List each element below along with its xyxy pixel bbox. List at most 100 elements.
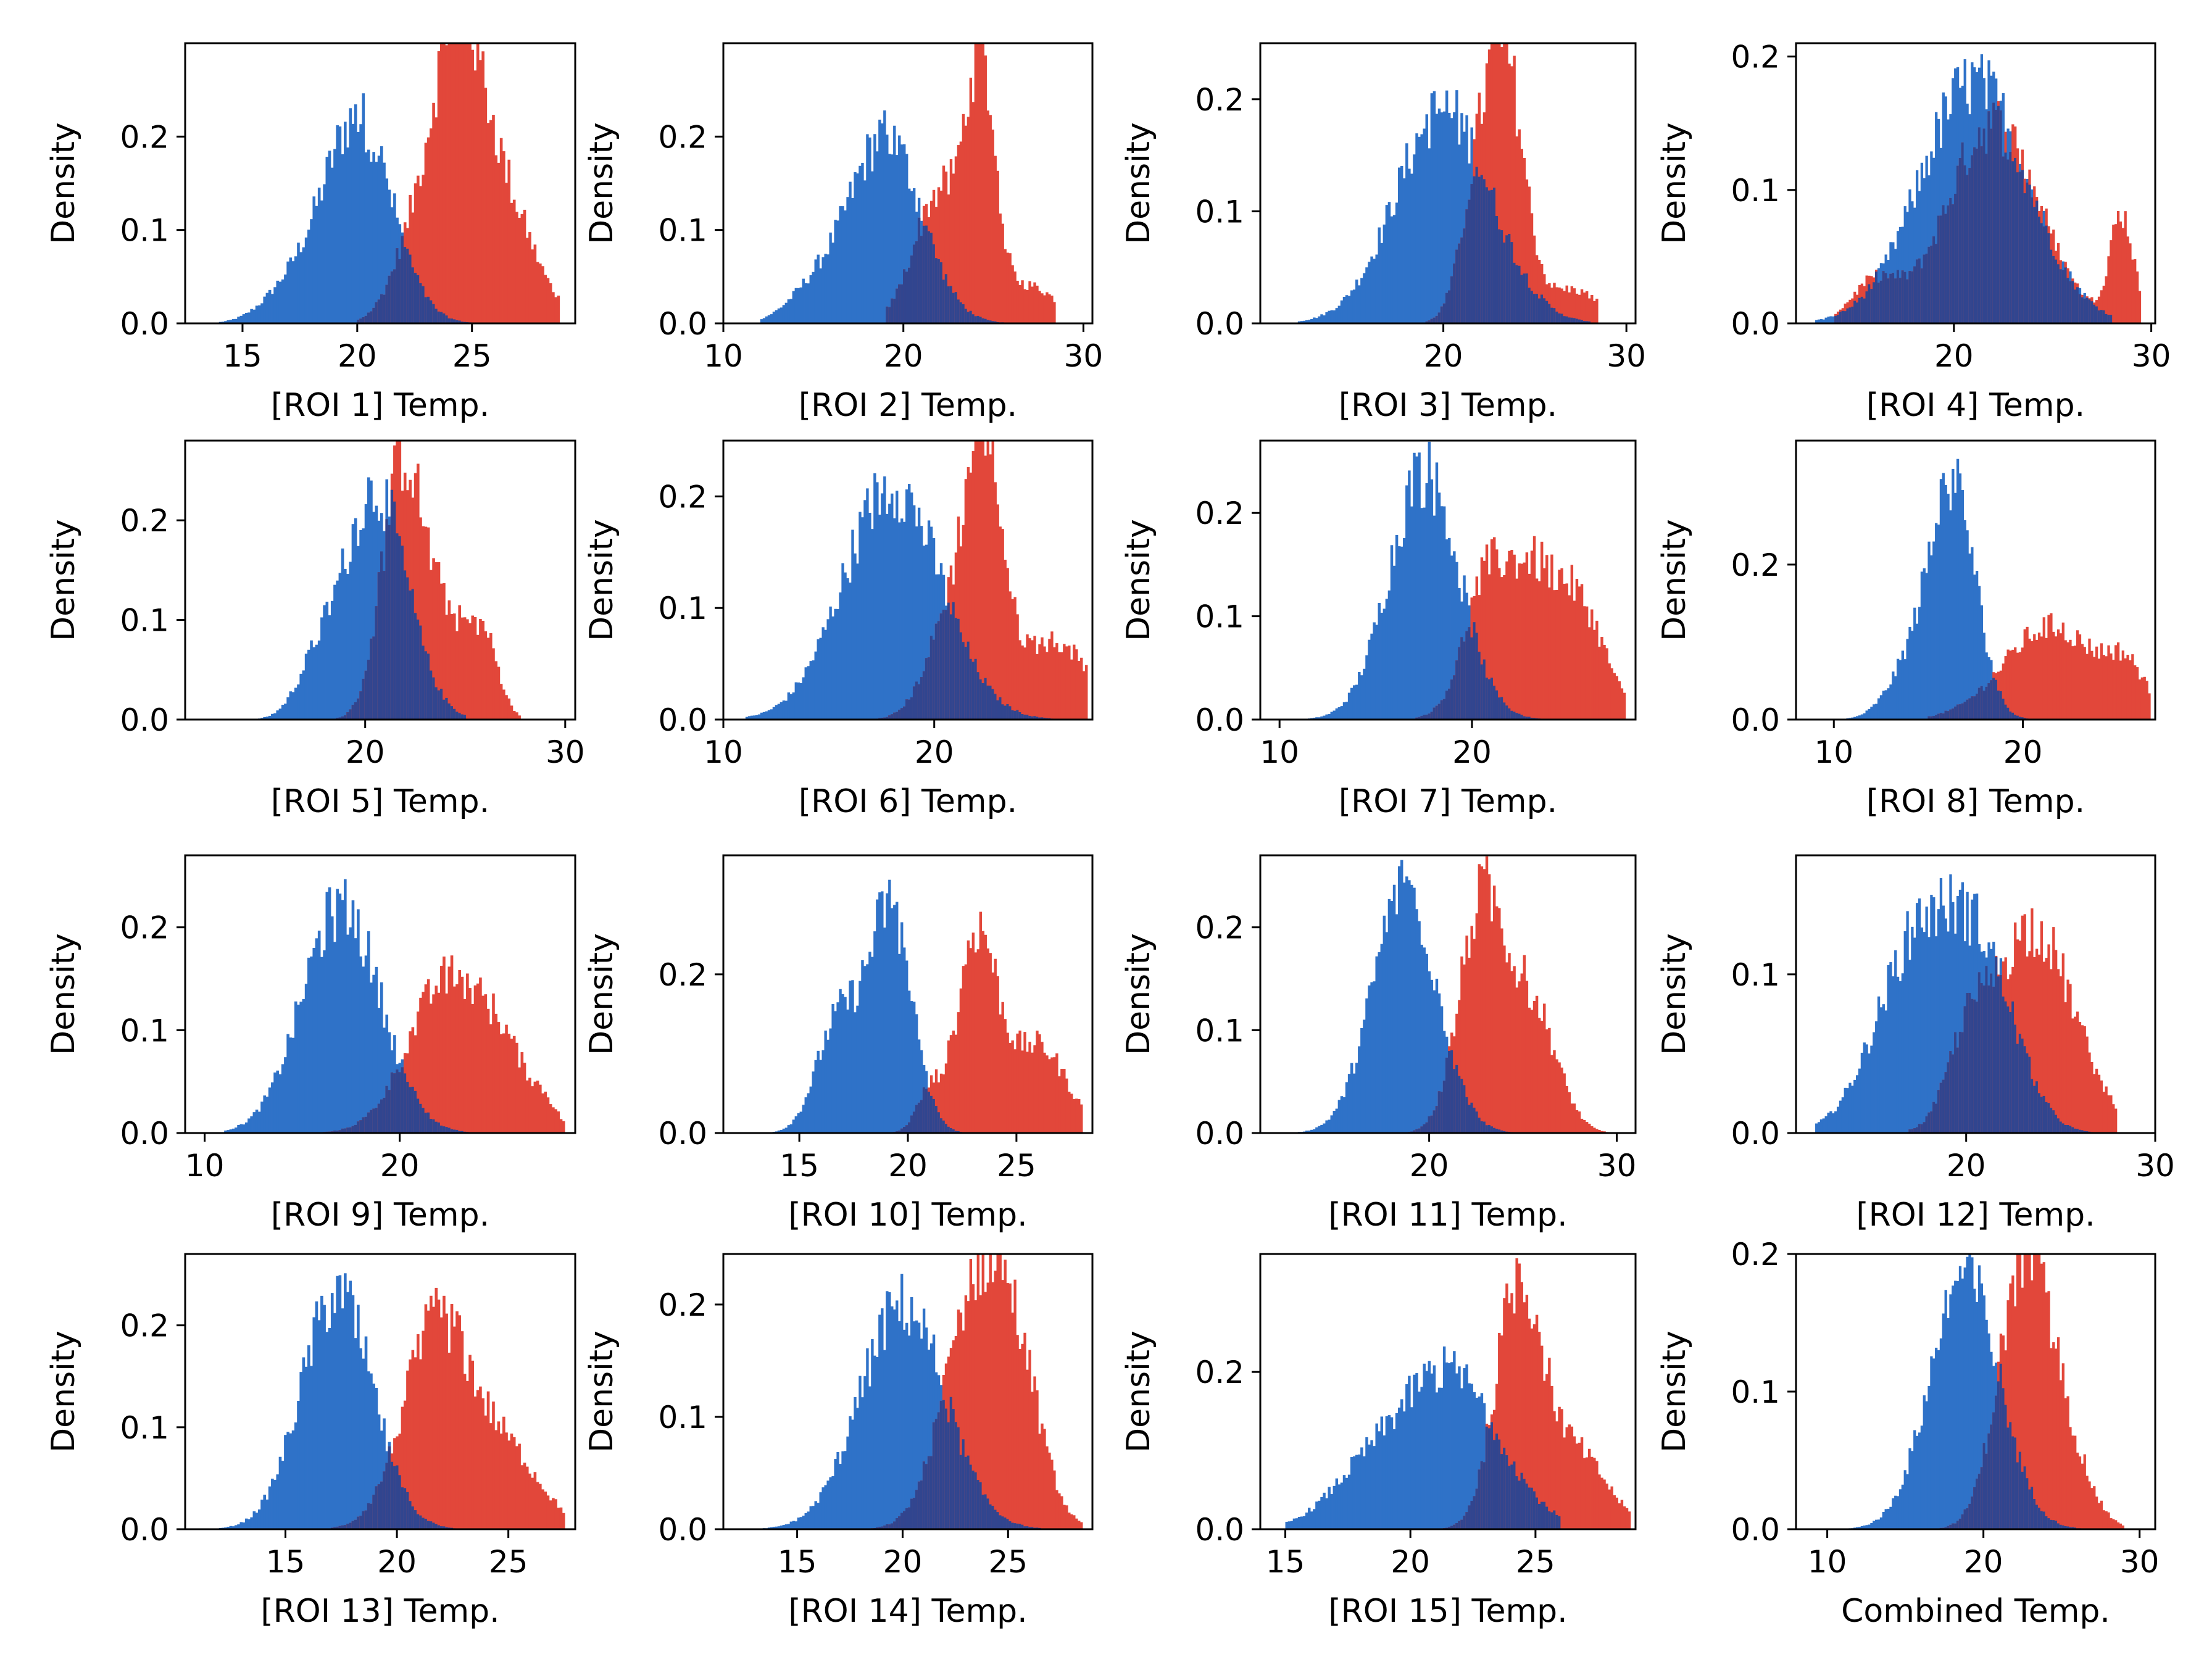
bar-overlap [2006,1427,2010,1529]
bar-red [2047,944,2050,1133]
bar-blue [834,1011,837,1133]
bar-blue [1863,713,1866,720]
bar-overlap [1846,308,1849,323]
bar-red [1528,1007,1531,1133]
bar-red [1001,1002,1004,1133]
bar-red [419,1359,422,1529]
bar-overlap [1465,209,1468,323]
bar-red [1018,640,1021,720]
bar-red [1036,1031,1039,1133]
bar-red [484,1415,488,1529]
bar-blue [1911,1451,1914,1529]
bar-red [2006,649,2010,720]
bar-overlap [898,1516,901,1529]
bar-red [523,209,526,323]
bar-red [1582,1458,1586,1529]
bar-overlap [443,1126,446,1133]
bar-blue [782,1128,786,1133]
bar-overlap [1520,275,1523,323]
bar-red [450,613,454,720]
bar-blue [1325,1498,1328,1529]
bar-red [1500,47,1503,323]
bar-red [989,1254,992,1529]
bar-blue [1337,1484,1341,1529]
bar-blue [841,1451,844,1529]
bar-red [1080,657,1083,720]
bar-blue [807,1093,810,1133]
y-axis-label: Density [1120,122,1157,244]
bar-blue [1313,1129,1316,1133]
bar-overlap [1528,288,1531,323]
bar-blue [1949,510,1952,720]
bar-overlap [1999,691,2003,720]
bar-blue [276,1070,280,1133]
bar-red [1004,249,1007,323]
bar-red [2052,927,2055,1133]
bar-red [2085,654,2089,720]
bar-blue [351,123,355,323]
histogram-bars [1815,54,2142,324]
bar-red [962,966,965,1133]
bar-overlap [377,572,381,720]
bar-blue [263,296,267,323]
bar-overlap [1963,702,1966,720]
bar-overlap [891,1523,894,1529]
bar-red [562,1121,565,1133]
bar-red [2055,1348,2058,1529]
bar-blue [1944,96,1947,324]
bar-blue [377,1008,381,1133]
bar-red [2069,639,2072,720]
bar-blue [229,320,233,323]
bar-red [969,472,973,720]
bar-red [1510,549,1513,720]
bar-blue [782,1525,786,1529]
bar-red [2028,1254,2031,1529]
bar-blue [1954,1281,1957,1529]
bar-red [974,952,978,1133]
bar-red [1008,1283,1012,1529]
bar-red [2083,1026,2086,1133]
bar-overlap [2042,1511,2045,1529]
bar-blue [250,1517,253,1529]
bar-overlap [947,1422,950,1529]
x-tick-label: 25 [997,1148,1036,1184]
y-tick-label: 0.1 [1195,599,1244,635]
bar-overlap [927,1456,931,1529]
bar-blue [826,619,830,720]
y-tick-label: 0.2 [120,119,169,155]
bar-blue [1958,1266,1962,1529]
bar-blue [1355,684,1358,720]
bar-overlap [1923,1122,1926,1133]
axes-frame [184,1253,576,1530]
bar-blue [780,1129,783,1133]
x-tick-label: 20 [1391,1544,1430,1580]
bar-blue [1428,971,1431,1133]
bar-blue [1879,695,1883,720]
bar-red [1530,1328,1534,1529]
bar-overlap [957,618,960,720]
bar-red [942,165,946,323]
bar-red [479,978,482,1133]
bar-overlap [994,694,997,720]
bar-overlap [1848,307,1852,323]
bar-blue [336,1276,339,1529]
bar-red [1525,1295,1529,1529]
bar-overlap [1482,179,1486,323]
bar-blue [351,1295,355,1529]
bar-red [1508,550,1511,720]
bar-blue [372,512,375,720]
bar-overlap [403,570,407,720]
bar-overlap [964,309,968,323]
bar-overlap [1977,972,1981,1133]
bar-overlap [1448,1050,1451,1133]
bar-overlap [1450,679,1453,720]
bar-blue [883,928,886,1133]
bar-overlap [344,1128,347,1133]
bar-red [2105,1511,2108,1529]
bar-red [471,49,475,324]
bar-blue [1844,1087,1847,1133]
bar-overlap [1976,694,1979,720]
bar-blue [281,705,285,720]
bar-blue [836,608,839,720]
bar-blue [349,927,352,1133]
